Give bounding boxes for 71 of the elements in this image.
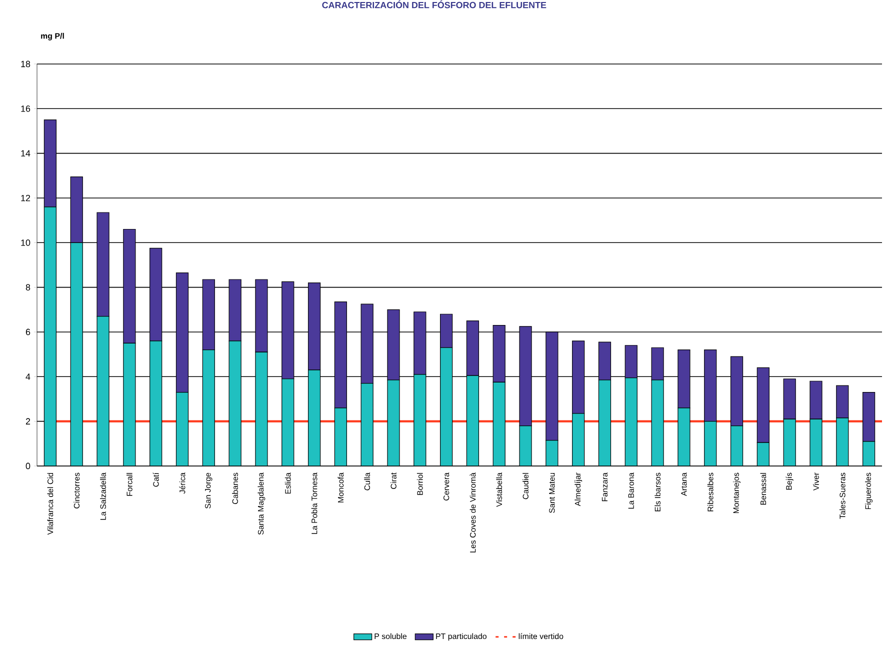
y-tick-label: 4 xyxy=(26,374,30,380)
y-tick-label: 16 xyxy=(21,105,30,112)
bar xyxy=(783,378,796,420)
bar xyxy=(414,374,426,466)
bar xyxy=(70,242,83,466)
bar xyxy=(334,302,347,408)
bar xyxy=(202,350,215,466)
bar xyxy=(810,419,822,466)
bar xyxy=(123,343,136,466)
y-tick-label: 6 xyxy=(26,328,30,336)
y-tick-label: 18 xyxy=(21,60,30,68)
y-tick-label: 2 xyxy=(26,418,30,424)
y-tick-label: 14 xyxy=(21,150,30,156)
y-tick-label: 12 xyxy=(21,194,30,202)
bar xyxy=(228,279,242,342)
bar xyxy=(572,340,585,414)
bar xyxy=(334,408,347,466)
bar xyxy=(756,367,770,443)
bar xyxy=(730,426,743,466)
bar xyxy=(757,442,770,466)
bar xyxy=(651,347,664,380)
bar xyxy=(704,421,716,466)
bar xyxy=(308,370,320,466)
bar xyxy=(624,345,638,378)
bar xyxy=(466,320,480,376)
bar xyxy=(282,378,294,466)
bar xyxy=(123,228,136,344)
bar xyxy=(862,441,876,466)
bar xyxy=(678,408,690,466)
bar xyxy=(493,382,506,466)
bar xyxy=(176,272,189,393)
bar xyxy=(492,324,506,383)
bar xyxy=(150,340,162,466)
bar xyxy=(598,380,611,466)
bar xyxy=(97,316,110,466)
bar xyxy=(440,314,453,348)
bar xyxy=(625,378,638,466)
bar xyxy=(360,304,374,384)
bar xyxy=(387,309,400,380)
bar xyxy=(678,350,690,408)
bar xyxy=(546,332,558,441)
chart-title: CARACTERIZACIÓN DEL FÓSFORO DEL EFLUENTE xyxy=(322,0,546,8)
bar xyxy=(308,282,321,370)
bar xyxy=(572,414,584,466)
bar xyxy=(810,380,822,420)
y-tick-label: 8 xyxy=(26,284,30,290)
y-tick-label: 10 xyxy=(21,239,30,246)
bar xyxy=(229,340,242,466)
bar xyxy=(519,326,532,426)
bar xyxy=(836,385,849,418)
bar xyxy=(784,419,796,466)
bar xyxy=(255,279,268,352)
bar xyxy=(414,312,426,375)
bar xyxy=(440,348,452,466)
bar xyxy=(255,352,268,466)
bar xyxy=(150,248,162,342)
bar xyxy=(282,281,294,380)
bar xyxy=(361,383,374,466)
bar xyxy=(96,212,110,317)
bar xyxy=(176,392,188,466)
bar xyxy=(704,350,717,422)
y-tick-label: 0 xyxy=(26,462,30,470)
bar xyxy=(598,342,612,380)
bar xyxy=(202,279,215,350)
bar xyxy=(466,376,479,466)
bar xyxy=(730,356,744,426)
bar xyxy=(44,206,56,466)
bar xyxy=(836,418,848,466)
bar xyxy=(652,380,664,466)
bar xyxy=(520,426,532,466)
bar xyxy=(387,380,400,466)
